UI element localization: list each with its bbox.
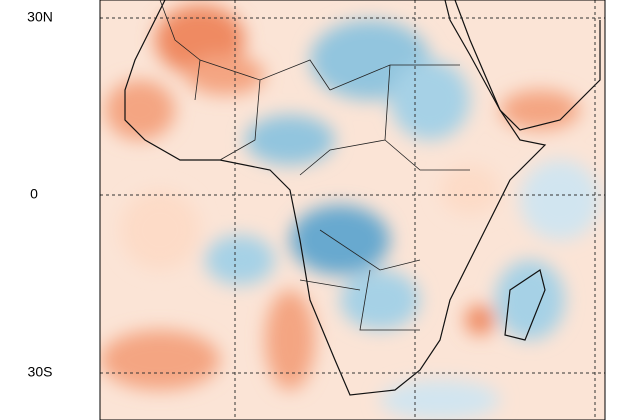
graticule	[100, 0, 605, 420]
lat-label: 30N	[27, 9, 53, 25]
madagascar	[504, 269, 546, 341]
map-frame	[99, 0, 606, 420]
africa-coastline	[124, 0, 547, 396]
lat-label: 30S	[28, 364, 53, 380]
borders	[159, 0, 470, 331]
lat-label: 0	[30, 186, 38, 202]
arabia-coastline	[454, 0, 601, 131]
anomaly-field	[100, 0, 605, 420]
